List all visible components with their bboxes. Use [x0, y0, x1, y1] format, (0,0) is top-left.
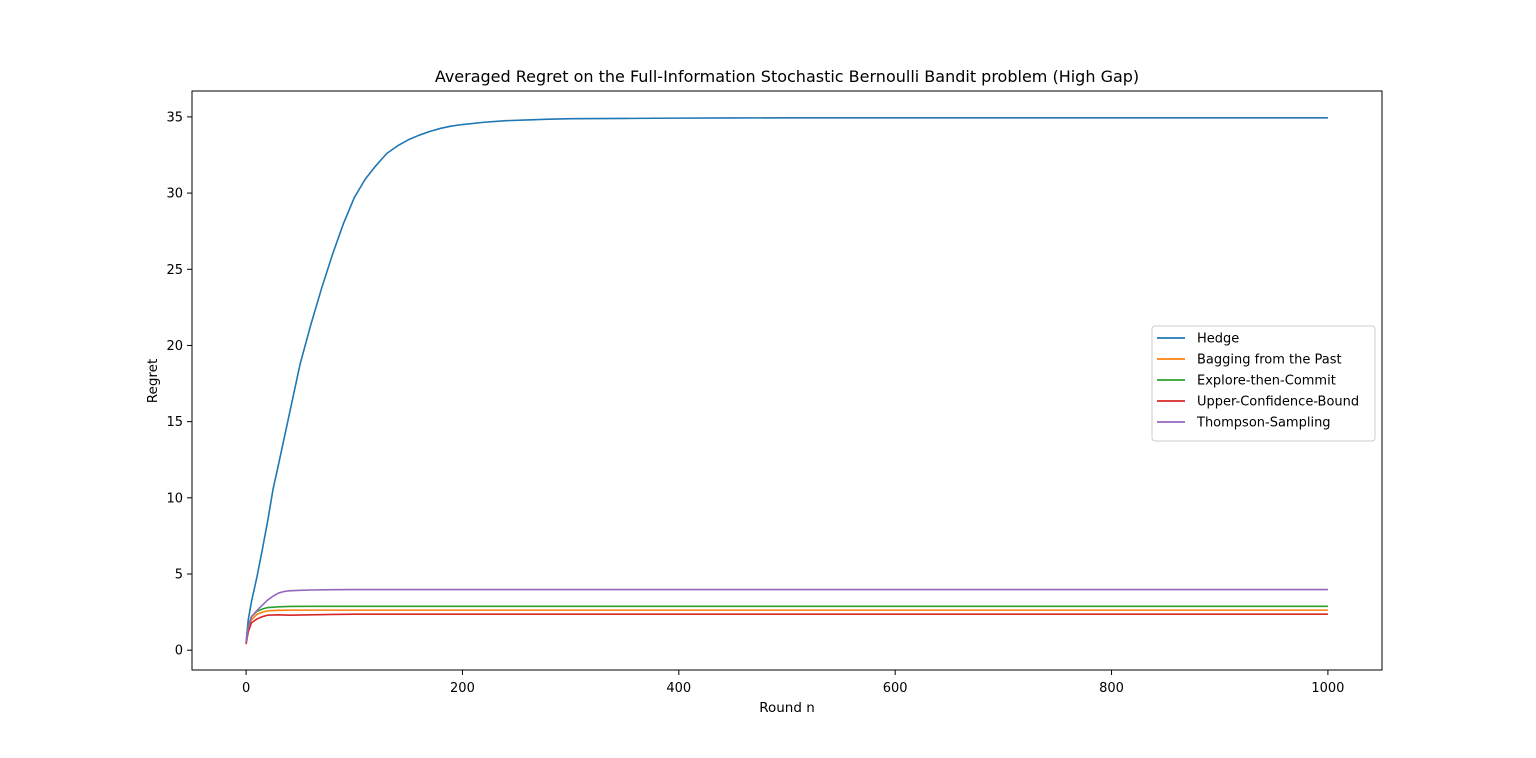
y-tick-label: 25	[166, 263, 183, 278]
y-tick-label: 30	[166, 187, 183, 202]
series-line-3	[245, 613, 1328, 645]
legend-label: Thompson-Sampling	[1196, 416, 1331, 431]
y-tick-label: 15	[166, 415, 183, 430]
legend-label: Hedge	[1197, 332, 1239, 347]
y-tick-label: 20	[166, 339, 183, 354]
series-layer	[245, 117, 1328, 645]
plot-frame	[191, 90, 1383, 671]
y-tick-label: 10	[166, 491, 183, 506]
x-tick-label: 400	[666, 681, 691, 696]
legend: Hedge Bagging from the Past Explore-then-C…	[1151, 325, 1376, 442]
y-tick-label: 35	[166, 110, 183, 125]
series-line-1	[245, 609, 1328, 643]
series-line-2	[245, 605, 1328, 643]
x-tick-label: 1000	[1311, 681, 1344, 696]
x-axis-label: Round n	[759, 700, 815, 716]
legend-label: Upper-Confidence-Bound	[1197, 395, 1359, 410]
axes-layer: 0 200 400 600 800 1000 0 5 10 15 20 25 30 35	[166, 90, 1383, 696]
legend-label: Bagging from the Past	[1197, 353, 1342, 368]
legend-box	[1151, 325, 1376, 442]
x-tick-label: 600	[883, 681, 908, 696]
y-tick-label: 0	[175, 644, 183, 659]
chart-title: Averaged Regret on the Full-Information …	[435, 67, 1139, 86]
series-line-0	[245, 117, 1328, 643]
y-tick-label: 5	[175, 568, 183, 583]
x-tick-label: 0	[242, 681, 250, 696]
legend-label: Explore-then-Commit	[1197, 374, 1336, 389]
x-tick-label: 200	[450, 681, 475, 696]
series-line-4	[245, 588, 1328, 643]
y-axis-label: Regret	[145, 359, 161, 404]
x-tick-label: 800	[1099, 681, 1124, 696]
